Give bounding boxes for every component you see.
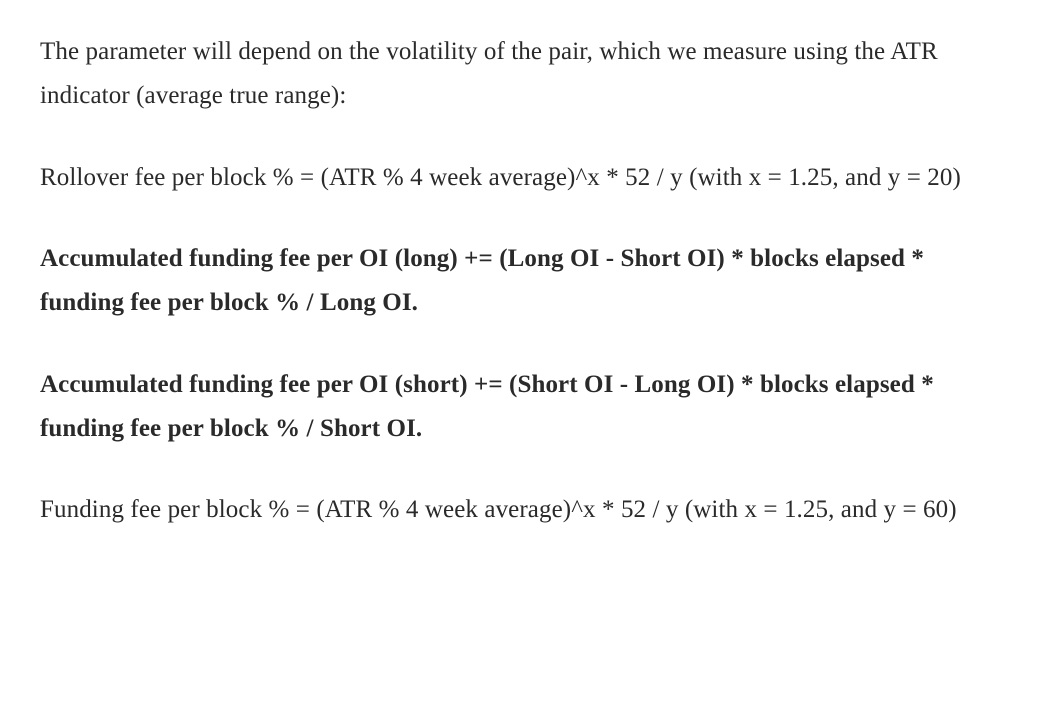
intro-paragraph: The parameter will depend on the volatil… xyxy=(40,30,1009,118)
document-body: The parameter will depend on the volatil… xyxy=(40,30,1009,532)
rollover-formula: Rollover fee per block % = (ATR % 4 week… xyxy=(40,156,1009,200)
funding-fee-formula: Funding fee per block % = (ATR % 4 week … xyxy=(40,488,1009,532)
funding-long-formula: Accumulated funding fee per OI (long) +=… xyxy=(40,237,1009,325)
funding-short-formula: Accumulated funding fee per OI (short) +… xyxy=(40,363,1009,451)
